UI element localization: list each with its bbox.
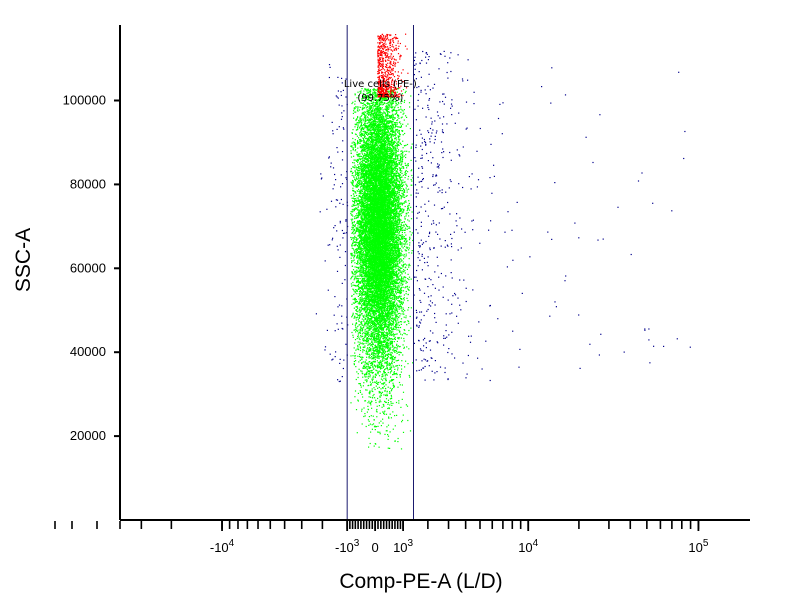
population-2	[315, 50, 691, 383]
y-tick-label: 20000	[70, 428, 106, 443]
y-tick-label: 60000	[70, 260, 106, 275]
y-tick-label: 40000	[70, 344, 106, 359]
gate-boundary	[346, 25, 414, 520]
x-tick-label: 105	[688, 538, 708, 555]
population-0	[350, 88, 414, 450]
axes	[119, 25, 750, 521]
x-tick-label: 104	[518, 538, 538, 555]
y-tick-label: 80000	[70, 176, 106, 191]
x-tick-label: 0	[372, 540, 379, 555]
y-axis-ticks: 20000 40000 60000 80000 100000	[63, 93, 120, 443]
x-tick-label: -103	[335, 538, 360, 555]
gate-percent-label: (99.75%)	[357, 93, 403, 104]
gate-name-label: Live cells (PE-)	[344, 79, 417, 90]
y-axis-title: SSC-A	[12, 228, 35, 292]
x-axis-ticks: -104 -103 0 103 104 105	[54, 521, 709, 555]
y-tick-label: 100000	[63, 93, 106, 108]
data-points	[315, 33, 691, 450]
x-axis-title: Comp-PE-A (L/D)	[339, 570, 502, 593]
x-tick-label: -104	[210, 538, 235, 555]
x-tick-label: 103	[393, 538, 413, 555]
population-1	[377, 33, 409, 98]
